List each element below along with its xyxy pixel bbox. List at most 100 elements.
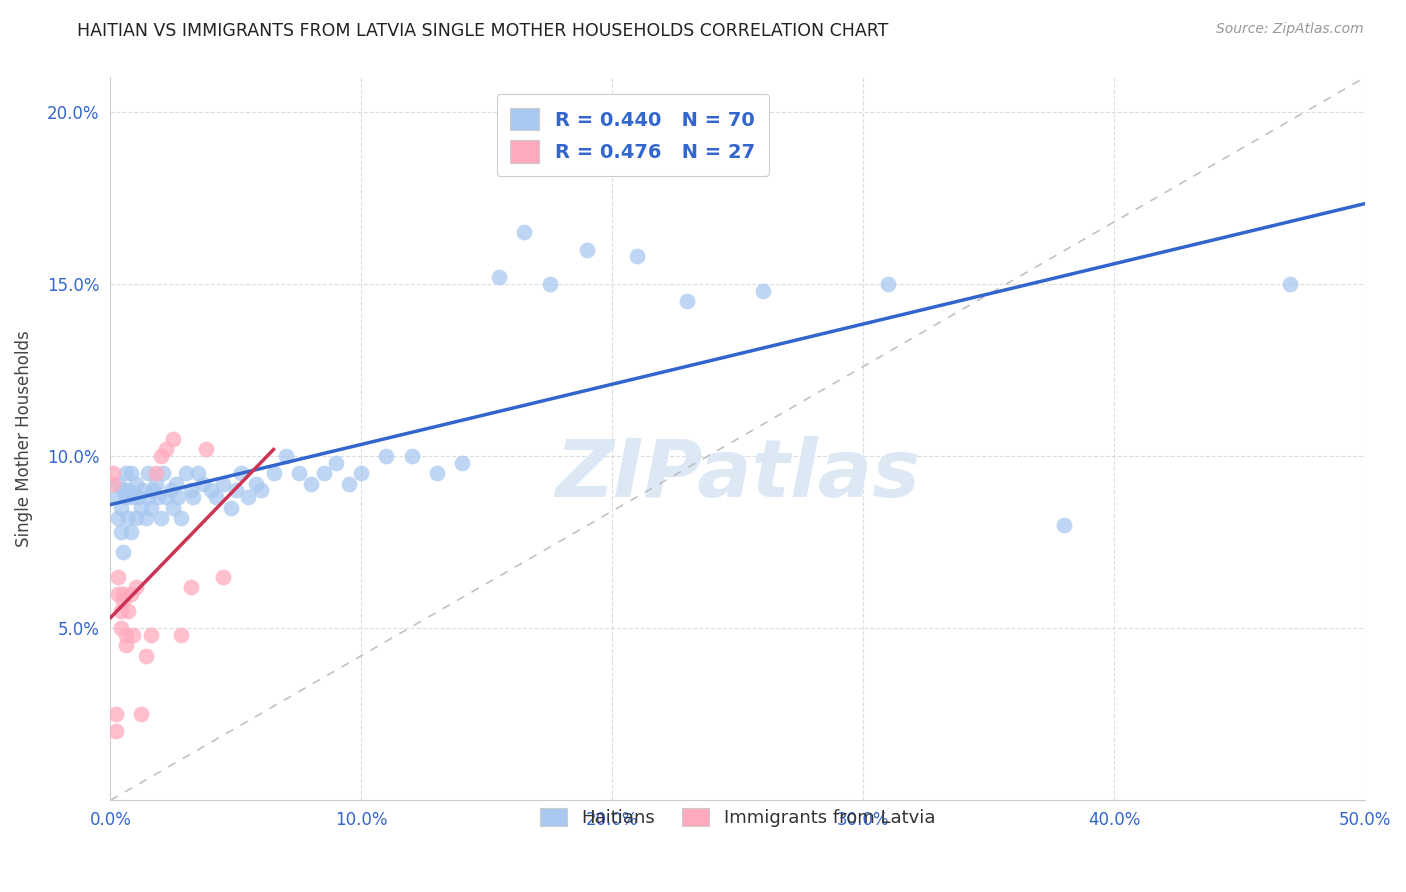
Point (212, 476, 235, 491)
Point (117, 511, 139, 525)
Point (104, 491, 127, 505)
Point (117, 483, 139, 498)
Point (107, 476, 129, 491)
Point (149, 449, 172, 463)
Point (225, 483, 247, 498)
Point (127, 491, 149, 505)
Point (165, 476, 187, 491)
Point (375, 449, 398, 463)
Point (152, 467, 174, 481)
Point (101, 467, 124, 481)
Point (110, 621, 132, 635)
Point (488, 270, 510, 285)
Point (124, 580, 146, 594)
Point (180, 483, 202, 498)
Point (129, 707, 152, 722)
Point (245, 476, 267, 491)
Point (122, 491, 145, 505)
Point (114, 467, 136, 481)
Point (167, 491, 190, 505)
Point (187, 467, 209, 481)
Point (287, 467, 309, 481)
Point (136, 491, 159, 505)
Point (1053, 517, 1076, 532)
Point (110, 500, 132, 515)
Point (238, 491, 260, 505)
Point (114, 628, 136, 642)
Point (180, 580, 202, 594)
Point (124, 511, 146, 525)
Point (626, 249, 648, 263)
Point (159, 483, 181, 498)
Point (263, 467, 285, 481)
Point (146, 491, 169, 505)
Point (142, 483, 165, 498)
Point (312, 467, 335, 481)
Point (114, 638, 136, 652)
Point (129, 500, 152, 515)
Point (139, 628, 162, 642)
Point (751, 284, 773, 298)
Point (299, 476, 322, 491)
Point (104, 724, 127, 739)
Point (194, 442, 217, 457)
Point (1278, 277, 1301, 291)
Point (107, 569, 129, 583)
Point (110, 604, 132, 618)
Point (107, 587, 129, 601)
Point (200, 483, 222, 498)
Point (136, 467, 159, 481)
Point (250, 483, 273, 498)
Point (350, 467, 373, 481)
Point (114, 491, 136, 505)
Point (538, 277, 561, 291)
Text: ZIPatlas: ZIPatlas (555, 436, 920, 514)
Point (135, 648, 157, 663)
Point (145, 467, 167, 481)
Point (155, 491, 177, 505)
Point (513, 225, 536, 239)
Point (181, 491, 204, 505)
Point (120, 467, 142, 481)
Y-axis label: Single Mother Households: Single Mother Households (15, 330, 32, 547)
Point (877, 277, 900, 291)
Point (229, 467, 252, 481)
Point (112, 587, 135, 601)
Point (149, 511, 172, 525)
Point (337, 476, 360, 491)
Point (112, 483, 135, 498)
Point (219, 500, 242, 515)
Legend: Haitians, Immigrants from Latvia: Haitians, Immigrants from Latvia (533, 801, 942, 835)
Point (139, 500, 162, 515)
Point (450, 456, 472, 470)
Point (101, 476, 124, 491)
Point (120, 524, 142, 539)
Text: Source: ZipAtlas.com: Source: ZipAtlas.com (1216, 22, 1364, 37)
Text: HAITIAN VS IMMIGRANTS FROM LATVIA SINGLE MOTHER HOUSEHOLDS CORRELATION CHART: HAITIAN VS IMMIGRANTS FROM LATVIA SINGLE… (77, 22, 889, 40)
Point (676, 294, 699, 309)
Point (162, 432, 184, 446)
Point (426, 467, 449, 481)
Point (205, 491, 228, 505)
Point (112, 593, 135, 607)
Point (122, 628, 145, 642)
Point (117, 604, 139, 618)
Point (104, 707, 127, 722)
Point (212, 569, 235, 583)
Point (110, 524, 132, 539)
Point (576, 243, 599, 257)
Point (155, 442, 177, 457)
Point (120, 587, 142, 601)
Point (132, 483, 155, 498)
Point (401, 449, 423, 463)
Point (274, 449, 297, 463)
Point (170, 628, 193, 642)
Point (174, 467, 197, 481)
Point (135, 511, 157, 525)
Point (112, 545, 135, 559)
Point (170, 511, 193, 525)
Point (107, 511, 129, 525)
Point (162, 500, 184, 515)
Point (124, 476, 146, 491)
Point (325, 456, 347, 470)
